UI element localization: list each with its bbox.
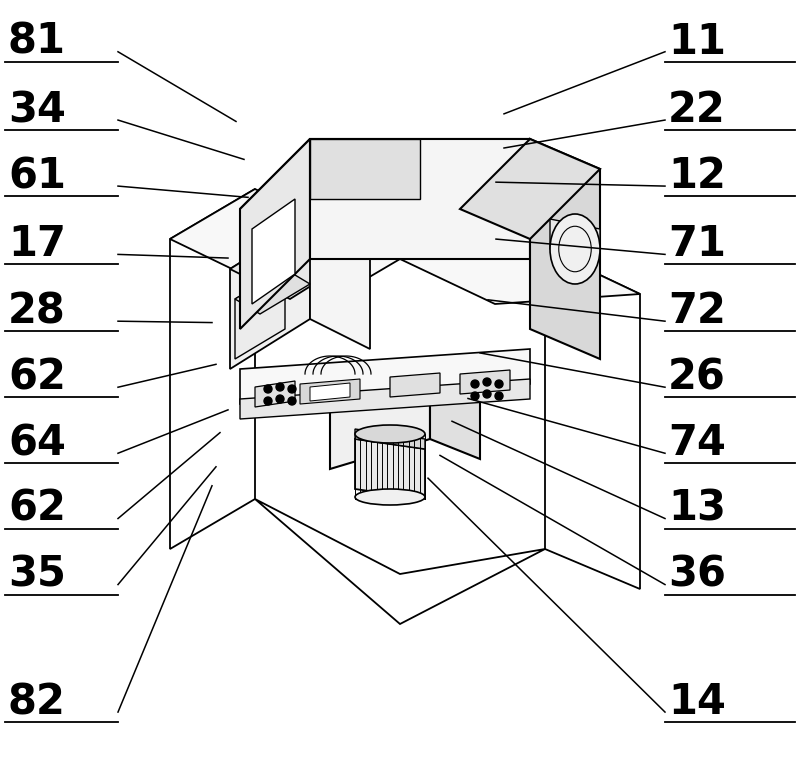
Polygon shape	[300, 379, 360, 404]
Polygon shape	[240, 379, 530, 419]
Circle shape	[483, 390, 491, 398]
Ellipse shape	[550, 214, 600, 284]
Text: 64: 64	[8, 422, 66, 465]
Polygon shape	[170, 189, 400, 309]
Text: 13: 13	[668, 487, 726, 530]
Polygon shape	[310, 383, 350, 401]
Text: 72: 72	[668, 290, 726, 332]
Polygon shape	[530, 139, 600, 359]
Text: 28: 28	[8, 290, 66, 332]
Circle shape	[264, 397, 272, 405]
Text: 61: 61	[8, 155, 66, 197]
Polygon shape	[252, 199, 295, 304]
Polygon shape	[460, 370, 510, 394]
Polygon shape	[240, 349, 530, 404]
Text: 62: 62	[8, 487, 66, 530]
Text: 74: 74	[668, 422, 726, 465]
Text: 26: 26	[668, 356, 726, 398]
Text: 12: 12	[668, 155, 726, 197]
Polygon shape	[240, 139, 310, 329]
Polygon shape	[460, 139, 600, 239]
Circle shape	[288, 385, 296, 393]
Text: 35: 35	[8, 553, 66, 596]
Circle shape	[276, 395, 284, 403]
Polygon shape	[430, 359, 480, 459]
Text: 14: 14	[668, 681, 726, 723]
Text: 62: 62	[8, 356, 66, 398]
Circle shape	[276, 383, 284, 391]
Text: 17: 17	[8, 223, 66, 266]
Circle shape	[483, 378, 491, 386]
Circle shape	[495, 380, 503, 388]
Circle shape	[288, 397, 296, 405]
Polygon shape	[400, 249, 640, 304]
Polygon shape	[255, 381, 295, 407]
Text: 11: 11	[668, 20, 726, 63]
Text: 71: 71	[668, 223, 726, 266]
Text: 22: 22	[668, 89, 726, 131]
Polygon shape	[235, 269, 310, 314]
Text: 81: 81	[8, 20, 66, 63]
Polygon shape	[330, 359, 430, 469]
Text: 34: 34	[8, 89, 66, 131]
Polygon shape	[310, 139, 420, 199]
Polygon shape	[310, 139, 530, 259]
Ellipse shape	[355, 489, 425, 505]
Polygon shape	[355, 439, 425, 499]
Polygon shape	[230, 219, 310, 369]
Polygon shape	[355, 429, 425, 449]
Polygon shape	[330, 359, 480, 409]
Polygon shape	[255, 499, 545, 624]
Polygon shape	[240, 139, 530, 209]
Circle shape	[264, 385, 272, 393]
Polygon shape	[230, 219, 370, 299]
Text: 36: 36	[668, 553, 726, 596]
Polygon shape	[550, 219, 600, 259]
Polygon shape	[545, 249, 640, 589]
Circle shape	[471, 380, 479, 388]
Polygon shape	[235, 269, 285, 359]
Circle shape	[471, 392, 479, 400]
Polygon shape	[170, 189, 255, 549]
Circle shape	[495, 392, 503, 400]
Polygon shape	[310, 219, 370, 349]
Polygon shape	[390, 373, 440, 397]
Text: 82: 82	[8, 681, 66, 723]
Ellipse shape	[355, 425, 425, 443]
